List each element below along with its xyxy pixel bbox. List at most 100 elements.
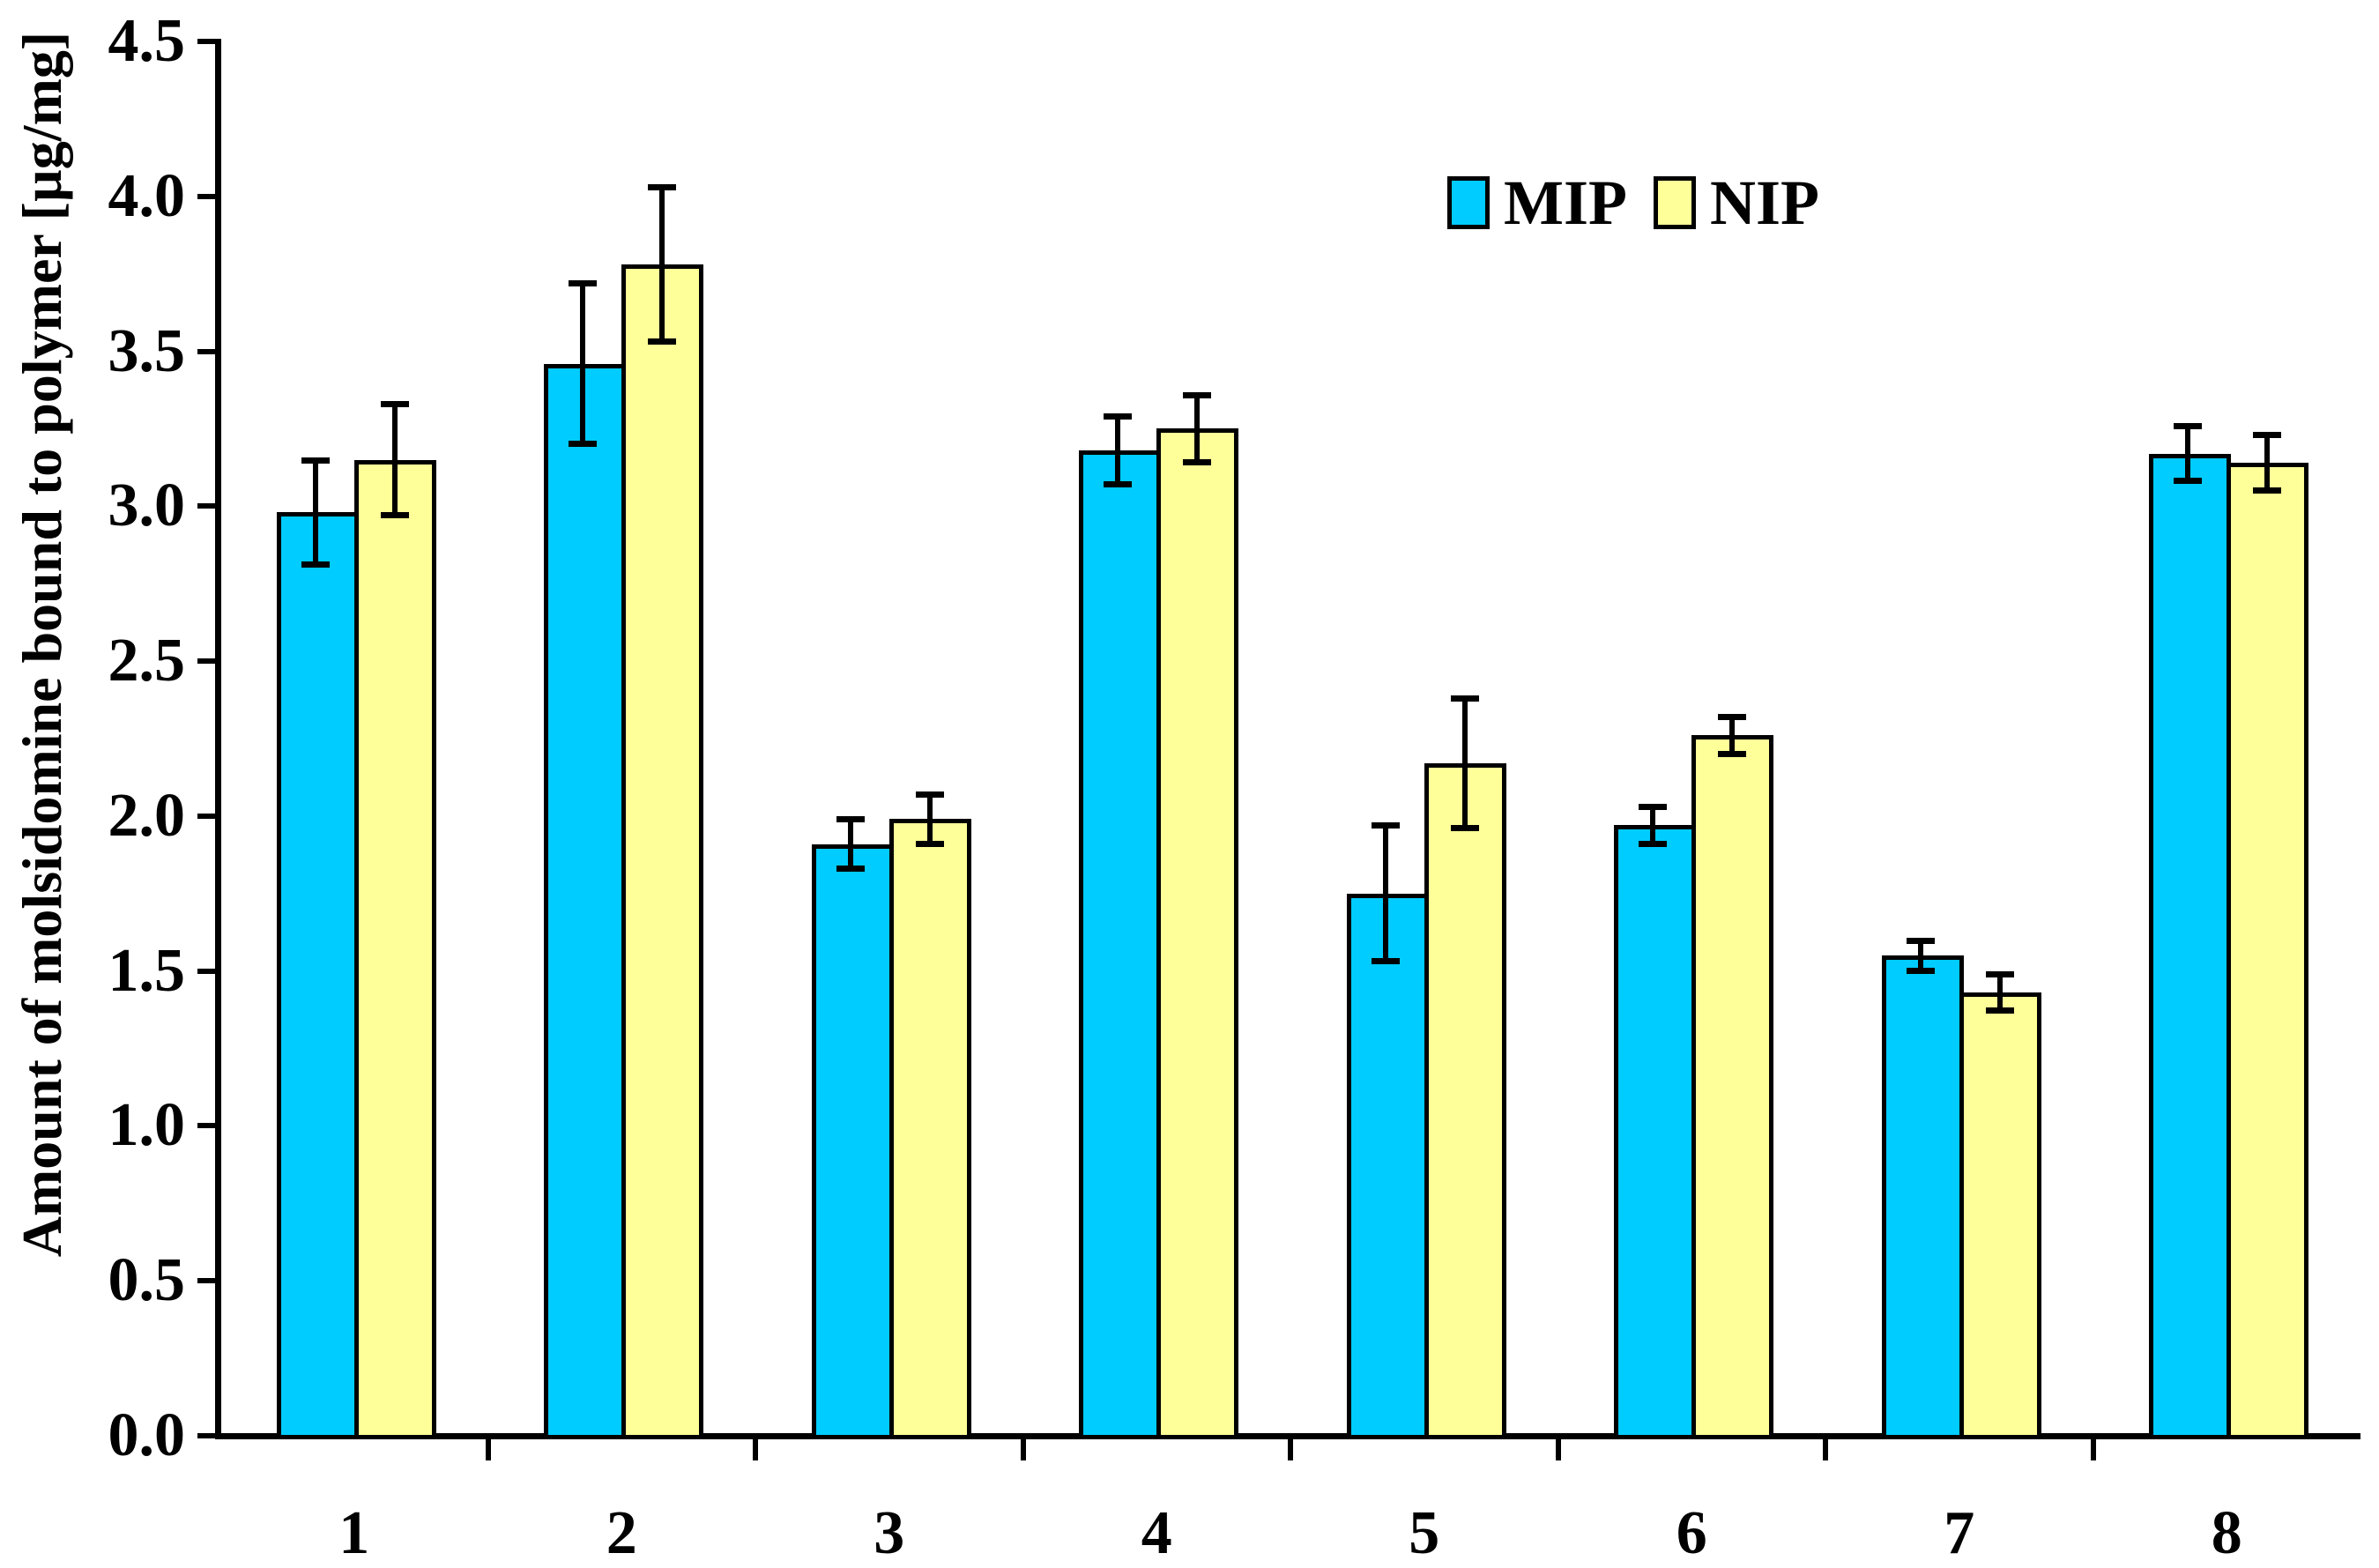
error-bar-nip-3-cap-bottom xyxy=(915,840,944,847)
y-tick-label-7: 1.0 xyxy=(108,1091,186,1160)
x-tick-4 xyxy=(1288,1438,1293,1460)
bar-nip-6 xyxy=(1691,735,1774,1439)
error-bar-mip-4-cap-bottom xyxy=(1104,480,1133,487)
error-bar-nip-7-line xyxy=(1996,974,2003,1012)
y-tick-label-2: 3.5 xyxy=(108,316,186,385)
y-tick-4 xyxy=(197,658,221,665)
x-axis-line xyxy=(215,1433,2360,1439)
x-category-label-2: 2 xyxy=(606,1499,637,1567)
error-bar-nip-1-cap-top xyxy=(380,401,409,408)
bar-nip-5 xyxy=(1424,763,1506,1439)
bar-mip-1 xyxy=(276,512,359,1439)
error-bar-mip-3-cap-bottom xyxy=(836,865,865,872)
y-tick-1 xyxy=(197,193,221,199)
legend-swatch-nip xyxy=(1653,176,1696,229)
error-bar-nip-2-line xyxy=(659,187,665,342)
x-category-label-8: 8 xyxy=(2211,1499,2242,1567)
error-bar-nip-5-line xyxy=(1461,698,1468,829)
y-tick-label-9: 0.0 xyxy=(108,1401,186,1469)
error-bar-nip-4-line xyxy=(1194,394,1201,464)
legend-label-mip: MIP xyxy=(1504,167,1627,238)
error-bar-mip-8-line xyxy=(2185,425,2191,482)
y-tick-label-1: 4.0 xyxy=(108,161,186,230)
bar-mip-3 xyxy=(811,843,894,1439)
error-bar-nip-7-cap-bottom xyxy=(1985,1007,2014,1014)
x-category-label-7: 7 xyxy=(1944,1499,1975,1567)
error-bar-nip-2-cap-top xyxy=(648,184,677,191)
error-bar-mip-8-cap-bottom xyxy=(2174,478,2203,485)
bar-nip-3 xyxy=(888,819,971,1439)
y-tick-label-6: 1.5 xyxy=(108,936,186,1005)
error-bar-nip-1-line xyxy=(391,404,398,516)
error-bar-mip-6-cap-top xyxy=(1639,804,1668,811)
error-bar-mip-7-cap-top xyxy=(1906,937,1935,944)
error-bar-mip-8-cap-top xyxy=(2174,422,2203,429)
bar-mip-6 xyxy=(1614,825,1697,1439)
error-bar-nip-3-line xyxy=(926,794,933,844)
bar-nip-1 xyxy=(353,459,436,1439)
error-bar-mip-7-line xyxy=(1917,940,1923,971)
y-tick-6 xyxy=(197,968,221,974)
error-bar-mip-5-cap-bottom xyxy=(1371,958,1400,965)
x-tick-6 xyxy=(1823,1438,1828,1460)
error-bar-nip-6-cap-top xyxy=(1718,714,1747,721)
y-tick-8 xyxy=(197,1278,221,1284)
bar-nip-4 xyxy=(1156,428,1239,1439)
error-bar-nip-8-cap-bottom xyxy=(2253,487,2282,494)
error-bar-nip-5-cap-bottom xyxy=(1450,824,1479,831)
error-bar-mip-4-cap-top xyxy=(1104,413,1133,420)
error-bar-mip-3-cap-top xyxy=(836,816,865,823)
error-bar-mip-7-cap-bottom xyxy=(1906,967,1935,974)
error-bar-mip-2-line xyxy=(580,283,586,444)
error-bar-nip-4-cap-top xyxy=(1183,391,1212,398)
x-category-label-6: 6 xyxy=(1676,1499,1707,1567)
x-tick-3 xyxy=(1020,1438,1026,1460)
error-bar-nip-6-cap-bottom xyxy=(1718,750,1747,757)
x-category-label-1: 1 xyxy=(338,1499,370,1567)
error-bar-nip-3-cap-top xyxy=(915,791,944,799)
x-tick-7 xyxy=(2090,1438,2096,1460)
bar-nip-8 xyxy=(2227,463,2309,1439)
y-axis-line xyxy=(215,39,221,1439)
y-tick-label-0: 4.5 xyxy=(108,7,186,75)
error-bar-nip-6-line xyxy=(1729,717,1736,754)
x-tick-5 xyxy=(1555,1438,1561,1460)
x-tick-2 xyxy=(753,1438,758,1460)
bar-mip-7 xyxy=(1881,955,1964,1439)
x-category-label-4: 4 xyxy=(1141,1499,1172,1567)
error-bar-nip-5-cap-top xyxy=(1450,695,1479,702)
bar-mip-8 xyxy=(2149,453,2232,1439)
error-bar-nip-8-line xyxy=(2264,435,2271,491)
x-category-label-3: 3 xyxy=(874,1499,905,1567)
error-bar-mip-6-line xyxy=(1650,806,1656,844)
error-bar-mip-6-cap-bottom xyxy=(1639,840,1668,847)
bar-nip-7 xyxy=(1959,992,2041,1439)
legend-label-nip: NIP xyxy=(1709,167,1819,238)
y-tick-0 xyxy=(197,39,221,44)
error-bar-nip-2-cap-bottom xyxy=(648,338,677,345)
bar-mip-5 xyxy=(1346,893,1429,1439)
x-category-label-5: 5 xyxy=(1409,1499,1440,1567)
y-tick-5 xyxy=(197,813,221,819)
error-bar-nip-7-cap-top xyxy=(1985,971,2014,978)
y-tick-2 xyxy=(197,348,221,354)
y-tick-label-3: 3.0 xyxy=(108,472,186,540)
y-tick-7 xyxy=(197,1123,221,1129)
error-bar-mip-4-line xyxy=(1115,416,1121,485)
y-tick-label-8: 0.5 xyxy=(108,1246,186,1315)
error-bar-mip-1-cap-top xyxy=(301,457,330,464)
error-bar-mip-3-line xyxy=(847,819,853,869)
error-bar-mip-1-cap-bottom xyxy=(301,561,330,568)
bar-mip-2 xyxy=(544,363,627,1439)
y-tick-3 xyxy=(197,503,221,509)
error-bar-mip-2-cap-top xyxy=(569,280,598,287)
error-bar-mip-2-cap-bottom xyxy=(569,441,598,448)
y-tick-label-4: 2.5 xyxy=(108,627,186,695)
error-bar-mip-5-line xyxy=(1382,825,1388,962)
legend: MIP NIP xyxy=(1447,169,1819,236)
legend-swatch-mip xyxy=(1447,176,1490,229)
error-bar-nip-8-cap-top xyxy=(2253,432,2282,439)
error-bar-mip-1-line xyxy=(312,459,318,566)
error-bar-nip-4-cap-bottom xyxy=(1183,459,1212,466)
